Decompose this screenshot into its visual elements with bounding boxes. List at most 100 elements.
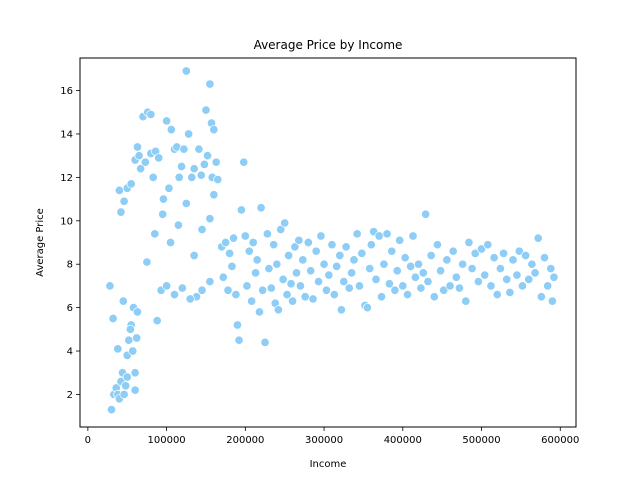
data-point [169, 290, 180, 300]
data-point [480, 270, 490, 280]
data-point [451, 272, 461, 282]
data-point [209, 190, 219, 200]
x-tick-label: 300000 [305, 435, 343, 446]
data-point [185, 294, 195, 304]
data-point [197, 224, 207, 235]
data-point [242, 281, 252, 291]
data-point [332, 261, 342, 271]
data-point [432, 240, 442, 250]
data-point [418, 268, 428, 278]
data-point [349, 255, 359, 265]
data-point [231, 290, 241, 300]
data-point [158, 209, 168, 219]
data-point [164, 183, 174, 193]
data-point [335, 250, 345, 261]
data-point [187, 172, 197, 182]
data-point [429, 292, 439, 302]
data-point [209, 125, 219, 135]
data-point [524, 274, 534, 284]
data-point [290, 242, 300, 252]
data-point [327, 240, 337, 250]
data-point [298, 255, 308, 265]
data-point [398, 281, 408, 291]
data-point [549, 272, 559, 282]
data-point [205, 79, 215, 89]
data-point [408, 231, 418, 241]
data-point [179, 144, 189, 154]
data-point [240, 231, 250, 241]
data-point [284, 250, 294, 261]
data-point [124, 335, 134, 345]
data-point [390, 285, 400, 295]
x-tick-label: 0 [85, 435, 91, 446]
data-point [181, 66, 191, 76]
data-point [492, 290, 502, 300]
data-point [218, 272, 228, 282]
data-point [122, 372, 132, 382]
data-point [486, 281, 496, 291]
x-axis-title: Income [310, 459, 347, 470]
y-tick-label: 8 [67, 260, 73, 271]
data-point [288, 296, 298, 306]
data-point [194, 144, 204, 154]
data-point [489, 253, 499, 263]
x-tick-label: 100000 [148, 435, 186, 446]
data-point [225, 248, 235, 258]
data-point [126, 179, 136, 189]
data-point [113, 344, 123, 354]
data-point [227, 261, 237, 271]
chart-title: Average Price by Income [254, 38, 403, 52]
data-point [128, 346, 138, 356]
data-point [547, 296, 557, 306]
data-point [244, 246, 254, 256]
data-point [313, 277, 324, 287]
data-point [116, 207, 126, 217]
data-point [252, 255, 262, 265]
data-point [421, 209, 431, 219]
data-point [258, 285, 268, 295]
data-point [387, 246, 397, 256]
data-point [148, 172, 158, 182]
data-point [470, 248, 480, 258]
data-point [543, 281, 553, 291]
data-point [221, 237, 231, 248]
data-point [119, 389, 129, 399]
data-point [533, 233, 543, 243]
data-point [329, 290, 339, 300]
data-point [173, 220, 183, 230]
y-tick-label: 4 [67, 347, 73, 358]
data-point [467, 263, 477, 274]
data-point [121, 381, 131, 391]
data-point [142, 257, 152, 267]
data-point [205, 214, 215, 224]
data-point [406, 261, 416, 271]
data-point [136, 164, 146, 174]
data-point [392, 266, 402, 276]
data-point [177, 161, 187, 172]
data-point [197, 285, 207, 295]
data-point [371, 274, 381, 284]
data-point [199, 159, 209, 169]
x-tick-label: 500000 [462, 435, 500, 446]
data-point [321, 285, 331, 295]
data-point [286, 279, 296, 289]
data-point [413, 259, 424, 269]
data-point [276, 224, 286, 235]
data-point [236, 205, 246, 215]
data-point [105, 281, 115, 291]
data-point [347, 268, 357, 278]
data-point [125, 324, 135, 334]
y-tick-label: 12 [60, 173, 73, 184]
data-point [379, 259, 389, 269]
data-point [223, 285, 233, 295]
data-point [106, 405, 117, 415]
data-point [384, 279, 394, 289]
data-point [260, 337, 270, 347]
data-point [308, 294, 318, 304]
data-point [264, 263, 274, 274]
data-point [248, 237, 258, 248]
data-point [344, 283, 354, 293]
y-axis: 2 4 6 8 10 12 14 16 [60, 86, 80, 401]
